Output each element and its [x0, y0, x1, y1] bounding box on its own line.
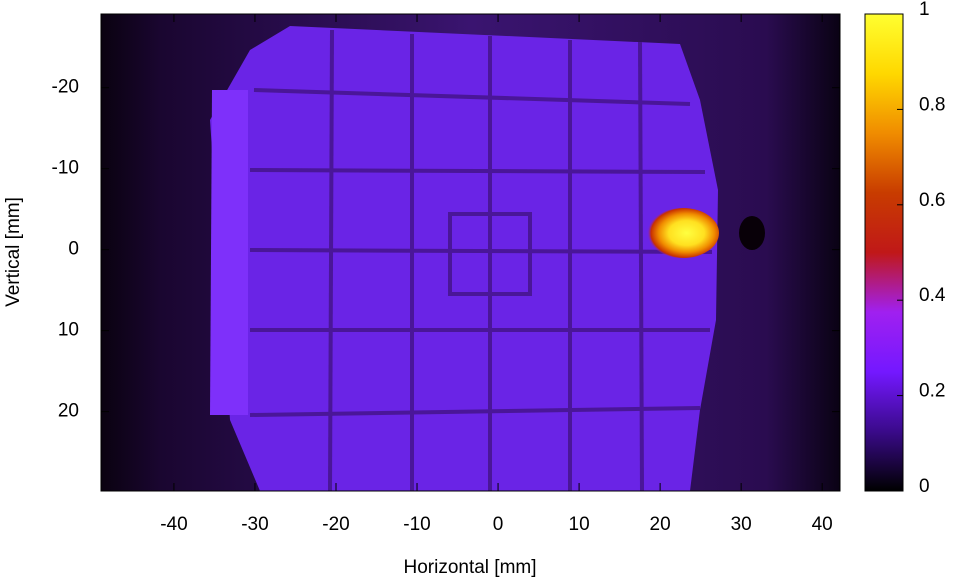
y-tick-label: -10 — [52, 158, 79, 179]
x-axis-label: Horizontal [mm] — [403, 557, 536, 578]
plot-frame — [100, 13, 841, 492]
colorbar-tick-label: 0.4 — [919, 285, 946, 306]
x-tick-label: 10 — [569, 514, 590, 535]
y-tick-label: 20 — [58, 401, 79, 422]
y-axis-label: Vertical [mm] — [3, 197, 24, 307]
x-tick-label: 0 — [493, 514, 504, 535]
y-tick-label: -20 — [52, 77, 79, 98]
colorbar — [864, 13, 904, 492]
colorbar-tick-label: 1 — [919, 0, 930, 20]
colorbar-tick-label: 0 — [919, 476, 930, 497]
x-tick-label: -40 — [160, 514, 187, 535]
heatmap-image — [101, 14, 840, 492]
x-tick-label: 30 — [731, 514, 752, 535]
y-tick-label: 0 — [68, 239, 79, 260]
x-tick-label: -20 — [322, 514, 349, 535]
colorbar-tick-label: 0.8 — [919, 94, 945, 115]
y-tick-label: 10 — [58, 320, 79, 341]
x-tick-label: -30 — [241, 514, 268, 535]
x-tick-label: 20 — [650, 514, 671, 535]
colorbar-tick-label: 0.2 — [919, 381, 945, 402]
x-tick-label: 40 — [812, 514, 833, 535]
x-tick-label: -10 — [403, 514, 430, 535]
colorbar-tick-label: 0.6 — [919, 190, 945, 211]
